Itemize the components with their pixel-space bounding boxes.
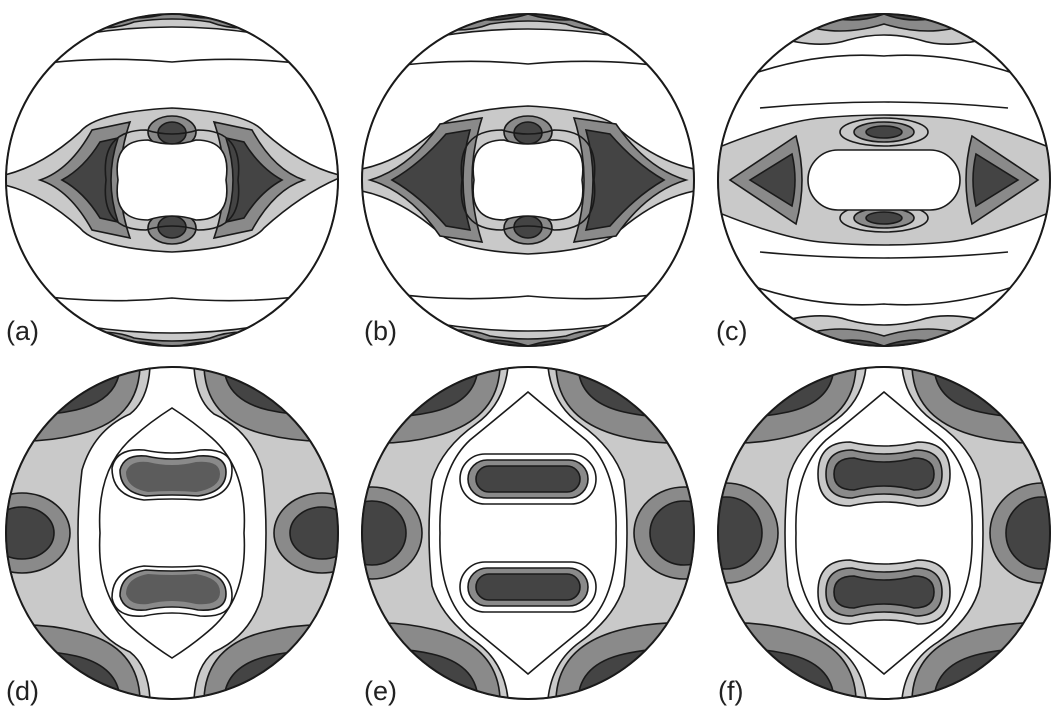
panel-label-a: (a): [6, 316, 39, 346]
panel-label-b: (b): [364, 316, 397, 346]
pole-figure-b: [361, 13, 695, 347]
panel-label-e: (e): [364, 676, 397, 706]
pole-figure-a: [5, 13, 339, 347]
panel-label-d: (d): [6, 676, 39, 706]
panel-label-c: (c): [716, 316, 747, 346]
panel-label-f: (f): [718, 676, 743, 706]
pole-figure-c: [717, 13, 1051, 347]
pole-figure-e: [361, 366, 695, 700]
pole-figure-f: [717, 366, 1051, 700]
pole-figure-d: [5, 366, 339, 700]
